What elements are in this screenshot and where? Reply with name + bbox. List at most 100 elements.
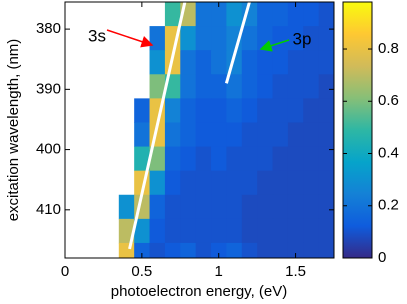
heatmap-cell [257, 146, 274, 172]
heatmap-cell [195, 50, 212, 75]
guide-line [128, 1, 187, 250]
heatmap-cell [303, 242, 320, 259]
heatmap-cell [180, 26, 197, 51]
colorbar-tick-label: 0 [378, 249, 386, 266]
x-tick-label: 0.5 [131, 263, 152, 280]
heatmap-cell [241, 242, 258, 259]
heatmap-cell [195, 2, 212, 27]
heatmap-cell [272, 146, 289, 172]
heatmap-cell [211, 26, 227, 51]
heatmap-cell [287, 2, 304, 27]
heatmap-cell [164, 2, 181, 27]
heatmap-cell [134, 98, 151, 123]
heatmap-cell [226, 170, 243, 196]
heatmap-cell [318, 218, 335, 244]
heatmap-cell [211, 194, 227, 220]
annotation-arrow [259, 39, 290, 52]
heatmap-cell [195, 74, 212, 99]
heatmap-cell [303, 98, 320, 123]
heatmap-cell [257, 50, 274, 75]
heatmap-cell [226, 146, 243, 172]
heatmap-cell [272, 98, 289, 123]
heatmap-cell [257, 74, 274, 99]
heatmap-cell [180, 242, 197, 259]
heatmap-cell [241, 146, 258, 172]
heatmap-cell [211, 98, 227, 123]
colorbar-tick-label: 0.8 [378, 40, 399, 57]
heatmap-cell [164, 170, 181, 196]
heatmap-cell [118, 242, 135, 259]
colorbar-tick-label: 0.4 [378, 144, 399, 161]
y-tick-label: 390 [36, 80, 61, 97]
heatmap-cell [257, 242, 274, 259]
heatmap-cell [149, 26, 166, 51]
y-axis-label: excitation wavelength, (nm) [5, 39, 22, 222]
heatmap-cell [303, 194, 320, 220]
heatmap-cell [180, 74, 197, 99]
heatmap-cell [195, 98, 212, 123]
heatmap-cell [287, 50, 304, 75]
heatmap-cell [303, 50, 320, 75]
heatmap-cell [287, 74, 304, 99]
heatmap-cell [149, 146, 166, 172]
annotation-arrow [106, 29, 154, 48]
heatmap-cell [318, 26, 335, 51]
heatmap-cell [303, 146, 320, 172]
heatmap-cell [257, 98, 274, 123]
heatmap-cell [180, 194, 197, 220]
heatmap-cell [134, 122, 151, 148]
x-tick-label: 1.5 [285, 263, 306, 280]
heatmap-cell [241, 98, 258, 123]
heatmap-cell [272, 26, 289, 51]
heatmap-cell [195, 242, 212, 259]
heatmap-cell [287, 122, 304, 148]
heatmap-cell [241, 218, 258, 244]
heatmap-cell [318, 50, 335, 75]
heatmap-cell [149, 74, 166, 99]
heatmap-cell [241, 170, 258, 196]
heatmap-cell [303, 170, 320, 196]
heatmap-cell [211, 50, 227, 75]
heatmap-cell [211, 2, 227, 27]
colorbar [342, 1, 373, 259]
heatmap-cell [134, 146, 151, 172]
heatmap-cell [257, 2, 274, 27]
colorbar-tick-label: 0.6 [378, 92, 399, 109]
heatmap-cell [195, 26, 212, 51]
heatmap-cell [287, 170, 304, 196]
heatmap-cell [118, 194, 135, 220]
heatmap-cell [257, 218, 274, 244]
heatmap-cell [272, 242, 289, 259]
x-tick-label: 0 [61, 263, 69, 280]
heatmap-cell [318, 74, 335, 99]
heatmap-cell [134, 218, 151, 244]
heatmap-cell [318, 2, 335, 27]
plot-frame [64, 1, 335, 259]
heatmap-cell [149, 50, 166, 75]
heatmap-cell [149, 170, 166, 196]
annotation: 3s [88, 26, 106, 45]
heatmap-cell [318, 194, 335, 220]
heatmap-cell [257, 122, 274, 148]
heatmap-cell [149, 242, 166, 259]
heatmap-cell [226, 242, 243, 259]
colorbar-tick-label: 0.2 [378, 197, 399, 214]
heatmap-cell [241, 74, 258, 99]
heatmap-cell [318, 170, 335, 196]
heatmap-cell [318, 122, 335, 148]
heatmap-cell [241, 194, 258, 220]
heatmap-cell [303, 74, 320, 99]
heatmap-cell [303, 122, 320, 148]
heatmap-cell [180, 122, 197, 148]
heatmap-cell [180, 98, 197, 123]
heatmap-cell [211, 170, 227, 196]
heatmap-cell [287, 98, 304, 123]
heatmap-cell [164, 122, 181, 148]
heatmap-cell [272, 218, 289, 244]
annotation: 3p [293, 29, 312, 48]
heatmap-cell [149, 194, 166, 220]
heatmap-cell [180, 50, 197, 75]
y-tick-label: 410 [36, 201, 61, 218]
heatmap-cell [272, 122, 289, 148]
